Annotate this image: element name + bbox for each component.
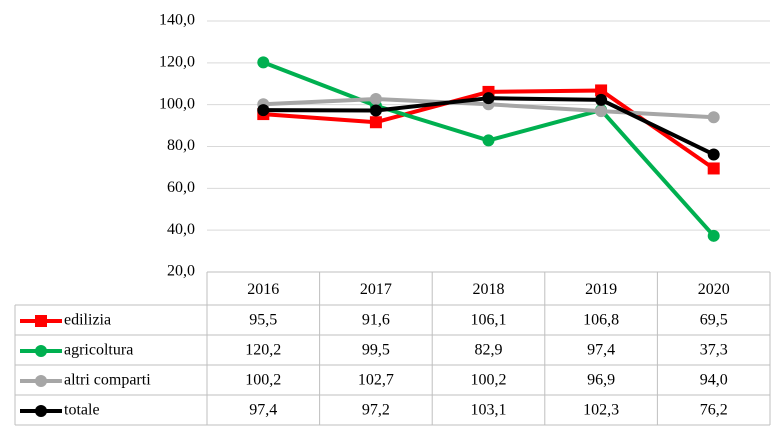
table-value: 37,3 <box>700 342 728 359</box>
data-point <box>707 162 720 175</box>
data-point <box>707 148 720 161</box>
table-value: 103,1 <box>471 402 507 419</box>
data-point <box>595 84 608 97</box>
x-tick-label: 2020 <box>698 281 730 298</box>
legend-label: edilizia <box>64 312 111 329</box>
y-tick-label: 120,0 <box>159 54 195 71</box>
data-point <box>595 105 608 118</box>
data-point <box>595 93 608 106</box>
y-tick-label: 140,0 <box>159 12 195 29</box>
table-value: 91,6 <box>362 312 390 329</box>
table-value: 97,4 <box>587 342 615 359</box>
legend-marker <box>35 345 47 357</box>
y-tick-label: 100,0 <box>159 95 195 112</box>
table-value: 82,9 <box>475 342 503 359</box>
table-value: 76,2 <box>700 402 728 419</box>
data-point <box>482 134 495 147</box>
y-tick-label: 20,0 <box>167 263 195 280</box>
table-value: 102,7 <box>358 372 394 389</box>
x-tick-label: 2016 <box>247 281 279 298</box>
table-value: 100,2 <box>245 372 281 389</box>
y-tick-label: 60,0 <box>167 179 195 196</box>
table-value: 94,0 <box>700 372 728 389</box>
y-tick-label: 40,0 <box>167 221 195 238</box>
data-point <box>369 116 382 129</box>
legend-marker <box>35 315 47 327</box>
table-value: 100,2 <box>471 372 507 389</box>
data-point <box>257 56 270 69</box>
x-tick-label: 2017 <box>360 281 392 298</box>
legend-label: altri comparti <box>64 372 151 389</box>
legend-marker <box>35 405 47 417</box>
data-point <box>707 229 720 242</box>
table-value: 99,5 <box>362 342 390 359</box>
table-value: 102,3 <box>583 402 619 419</box>
table-value: 120,2 <box>245 342 281 359</box>
table-value: 97,4 <box>249 402 277 419</box>
table-value: 106,8 <box>583 312 619 329</box>
data-point <box>369 104 382 117</box>
x-tick-label: 2018 <box>473 281 505 298</box>
data-point <box>257 104 270 117</box>
data-point <box>707 111 720 124</box>
legend-label: agricoltura <box>64 342 133 359</box>
x-tick-label: 2019 <box>585 281 617 298</box>
legend-label: totale <box>64 402 100 419</box>
legend-marker <box>35 375 47 387</box>
data-point <box>369 93 382 106</box>
table-value: 96,9 <box>587 372 615 389</box>
y-tick-label: 80,0 <box>167 137 195 154</box>
table-value: 95,5 <box>249 312 277 329</box>
table-value: 106,1 <box>471 312 507 329</box>
data-point <box>482 92 495 105</box>
table-value: 69,5 <box>700 312 728 329</box>
table-value: 97,2 <box>362 402 390 419</box>
